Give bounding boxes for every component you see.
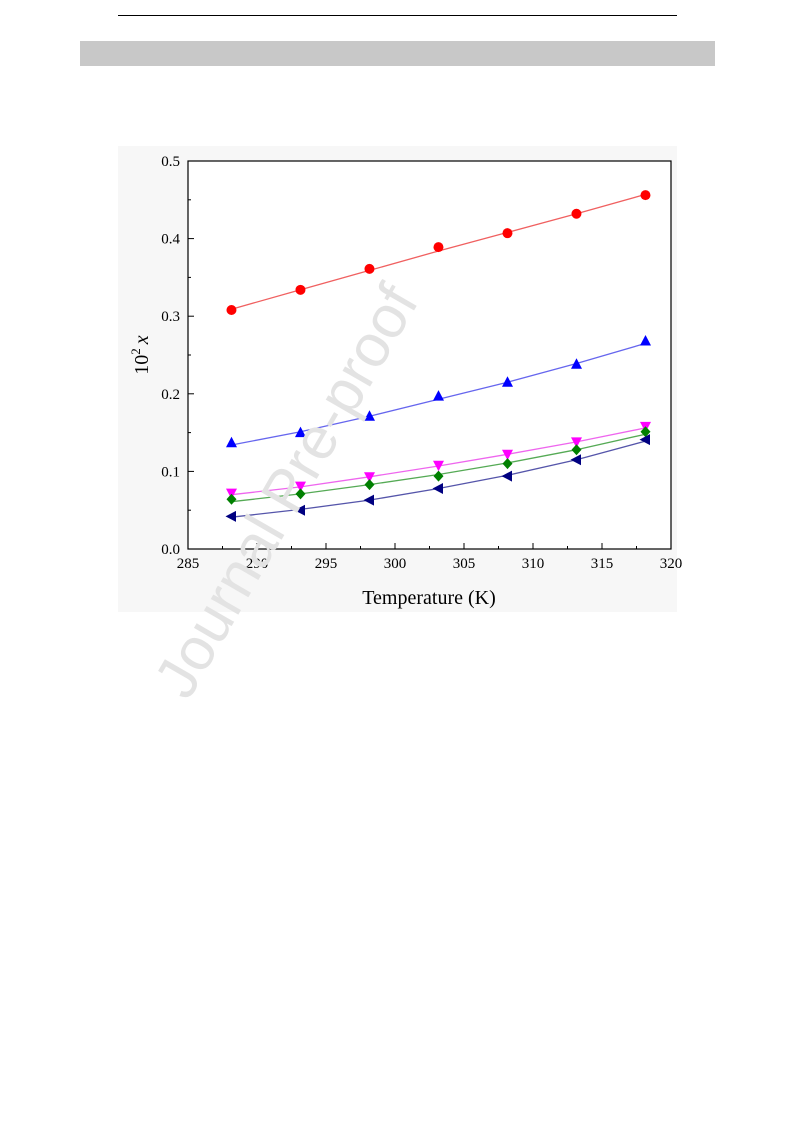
y-tick-label: 0.3: [161, 309, 180, 325]
y-axis-label-variable: x: [131, 335, 153, 345]
plot-frame: [187, 160, 672, 550]
data-point: [502, 458, 513, 470]
y-tick-label: 0.2: [161, 387, 180, 403]
x-tick-label: 290: [246, 556, 269, 572]
data-point: [226, 436, 237, 448]
data-point: [363, 494, 374, 506]
data-point: [502, 228, 513, 239]
data-point: [433, 460, 444, 472]
y-axis-label-exponent: 2: [128, 348, 143, 355]
data-point: [364, 479, 375, 491]
data-point: [571, 437, 582, 448]
data-point: [433, 242, 444, 253]
data-point: [364, 472, 375, 483]
data-point: [501, 470, 512, 482]
data-point: [295, 426, 306, 438]
y-tick-label: 0.5: [161, 154, 180, 170]
x-tick-label: 320: [660, 556, 683, 572]
data-points: [225, 190, 651, 522]
header-band: [80, 41, 715, 66]
data-point: [571, 358, 582, 369]
data-point: [294, 504, 305, 516]
data-point: [364, 410, 375, 421]
x-tick-label: 295: [315, 556, 338, 572]
x-tick-label: 300: [384, 556, 407, 572]
data-point: [226, 493, 237, 505]
axis-ticks: 285 290 295 300 305 310 315 320 0.0 0.1 0.2 0.3 0.4 0…: [161, 154, 682, 572]
data-point: [295, 488, 306, 500]
data-point: [640, 335, 651, 346]
data-point: [571, 208, 582, 219]
y-tick-label: 0.1: [161, 464, 180, 480]
header-rule: [118, 15, 677, 16]
x-tick-label: 305: [453, 556, 476, 572]
data-point: [502, 449, 513, 461]
data-point: [226, 304, 237, 315]
data-point: [364, 263, 375, 274]
data-point: [502, 376, 513, 387]
x-axis-label: Temperature (K): [362, 587, 496, 609]
data-point: [433, 390, 444, 401]
data-point: [640, 426, 651, 438]
x-tick-label: 310: [522, 556, 545, 572]
data-point: [295, 284, 306, 295]
data-point: [295, 481, 306, 493]
data-point: [433, 470, 444, 482]
data-point: [639, 434, 650, 446]
x-tick-label: 315: [591, 556, 614, 572]
data-point: [432, 483, 443, 494]
x-tick-label: 285: [177, 556, 200, 572]
y-axis-label-base: 10: [131, 355, 153, 375]
y-tick-label: 0.4: [161, 232, 180, 248]
data-point: [640, 190, 651, 201]
data-point: [571, 444, 582, 456]
y-axis-label: 102 x: [128, 335, 153, 375]
solubility-chart: 285 290 295 300 305 310 315 320 0.0 0.1 0.2 0.3 0.4 0…: [128, 154, 682, 609]
data-point: [225, 510, 236, 522]
y-tick-label: 0.0: [161, 542, 180, 558]
data-point: [570, 454, 581, 466]
